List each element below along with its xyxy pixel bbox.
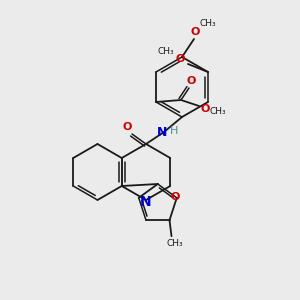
Text: CH₃: CH₃ bbox=[158, 47, 174, 56]
Text: CH₃: CH₃ bbox=[200, 20, 216, 28]
Text: N: N bbox=[140, 195, 152, 209]
Text: CH₃: CH₃ bbox=[166, 239, 183, 248]
Text: O: O bbox=[175, 54, 185, 64]
Text: N: N bbox=[157, 127, 167, 140]
Text: CH₃: CH₃ bbox=[210, 107, 226, 116]
Text: O: O bbox=[190, 27, 200, 37]
Text: O: O bbox=[170, 192, 179, 202]
Text: O: O bbox=[186, 76, 196, 86]
Text: H: H bbox=[170, 126, 178, 136]
Text: O: O bbox=[122, 122, 132, 132]
Text: O: O bbox=[200, 104, 210, 114]
